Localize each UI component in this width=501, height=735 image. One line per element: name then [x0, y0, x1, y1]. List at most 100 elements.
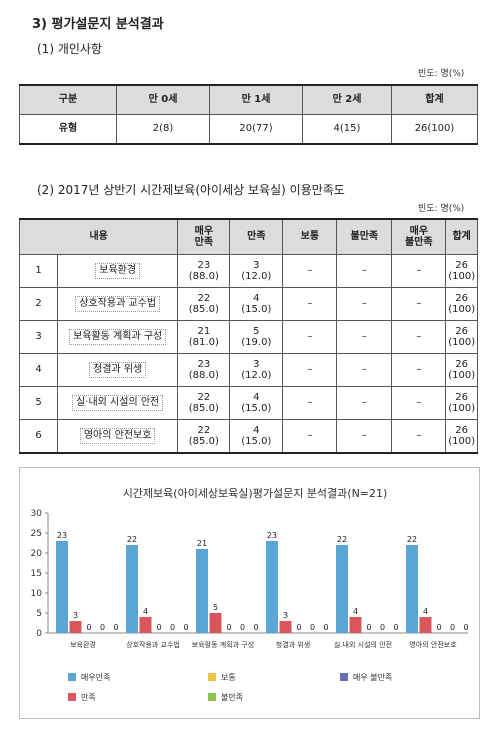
row-item: 보육활동 계획과 구성 — [56, 320, 179, 354]
bar-chart: 시간제보육(아이세상보육실)평가설문지 분석결과(N=21) 0 5 10 15 20 2… — [31, 487, 469, 702]
satisfied-cell: 4 (15.0) — [229, 287, 284, 321]
percent-value: (15.0) — [241, 436, 272, 447]
chart-container: 시간제보육(아이세상보육실)평가설문지 분석결과(N=21) 0 5 10 15 20 2… — [19, 467, 480, 719]
data-label: 0 — [450, 623, 455, 632]
data-label: 23 — [267, 531, 277, 540]
count-value: 4 — [253, 391, 260, 403]
bar — [139, 617, 152, 633]
subsection-title-personal: (1) 개인사항 — [37, 42, 102, 56]
header-cell: 합계 — [445, 218, 478, 255]
count-value: 26 — [455, 259, 469, 271]
table-row: 6 영아의 안전보호 22 (85.0) 4 (15.0) – – –26 (100) — [19, 419, 478, 454]
header-cell: 매우 만족 — [177, 218, 231, 255]
header-cell: 구분 — [19, 84, 117, 115]
dissatisfied-cell: – — [336, 386, 393, 420]
neutral-cell: – — [282, 386, 338, 420]
y-tick-label: 5 — [36, 609, 42, 619]
table-row: 유형 2(8) 20(77) 4(15) 26(100) — [19, 114, 478, 145]
data-label: 4 — [143, 607, 148, 616]
legend-label: 매우 불만족 — [353, 672, 392, 682]
data-label: 23 — [57, 531, 67, 540]
count-value: 26 — [455, 424, 469, 436]
very-dissatisfied-cell: – — [391, 320, 447, 354]
count-value: 23 — [197, 259, 211, 271]
row-number: 2 — [19, 287, 58, 321]
data-label: 5 — [213, 603, 218, 612]
item-label: 보육환경 — [95, 263, 141, 279]
very-satisfied-cell: 23 (88.0) — [177, 353, 231, 387]
count-value: 21 — [197, 325, 211, 337]
total-cell: 26 (100) — [445, 287, 478, 321]
data-label: 0 — [156, 623, 161, 632]
data-label: 0 — [240, 623, 245, 632]
count-value: 22 — [197, 391, 211, 403]
item-label: 영아의 안전보호 — [79, 428, 156, 444]
row-number: 1 — [19, 254, 58, 288]
dissatisfied-cell: – — [336, 353, 393, 387]
row-number: 4 — [19, 353, 58, 387]
row-item: 보육환경 — [56, 254, 179, 288]
neutral-cell: – — [282, 320, 338, 354]
item-label: 청결과 위생 — [89, 362, 147, 378]
bar — [279, 621, 292, 633]
data-label: 0 — [183, 623, 188, 632]
table-row: 4 청결과 위생 23 (88.0) 3 (12.0) – – –26 (100) — [19, 353, 478, 387]
table-header-row: 구분 만 0세 만 1세 만 2세 합계 — [19, 84, 478, 115]
bar — [56, 541, 68, 633]
y-tick-label: 15 — [31, 569, 42, 579]
bar — [126, 545, 138, 633]
legend-swatch — [208, 673, 216, 681]
percent-value: (85.0) — [188, 304, 219, 315]
total-cell: 26 (100) — [445, 320, 478, 354]
percent-value: (15.0) — [241, 304, 272, 315]
count-value: 26 — [455, 391, 469, 403]
legend-swatch — [68, 673, 76, 681]
y-tick-label: 30 — [31, 509, 43, 519]
row-number: 6 — [19, 419, 58, 454]
legend-label: 불만족 — [221, 692, 243, 702]
unit-label-2: 빈도: 명(%) — [418, 204, 465, 214]
count-value: 4 — [253, 292, 260, 304]
dissatisfied-cell: – — [336, 320, 393, 354]
row-item: 청결과 위생 — [56, 353, 179, 387]
y-tick-label: 0 — [36, 629, 42, 639]
table-header-row: 내용 매우 만족 만족 보통 불만족 매우 불만족 합계 — [18, 218, 478, 255]
total-cell: 26 (100) — [445, 419, 478, 454]
header-cell: 불만족 — [336, 218, 393, 255]
very-satisfied-cell: 23 (88.0) — [177, 254, 231, 288]
bar — [69, 621, 82, 633]
row-number: 5 — [19, 386, 58, 420]
row-item: 영아의 안전보호 — [56, 419, 179, 454]
item-label: 상호작용과 교수법 — [75, 296, 161, 312]
row-label: 유형 — [19, 114, 117, 145]
count-value: 4 — [253, 424, 260, 436]
very-satisfied-cell: 22 (85.0) — [177, 419, 231, 454]
data-label: 3 — [283, 611, 288, 620]
table-row: 3 보육활동 계획과 구성 21 (81.0) 5 (19.0) – – –26 (100) — [19, 320, 478, 354]
count-value: 26 — [455, 325, 469, 337]
percent-value: (88.0) — [188, 370, 219, 381]
data-label: 4 — [353, 607, 358, 616]
header-cell: 내용 — [18, 218, 179, 255]
header-cell: 만족 — [229, 218, 284, 255]
total-cell: 26 (100) — [445, 254, 478, 288]
satisfied-cell: 4 (15.0) — [229, 419, 284, 454]
table-cell: 26(100) — [391, 114, 478, 145]
neutral-cell: – — [282, 287, 338, 321]
legend-swatch — [340, 673, 348, 681]
count-value: 26 — [455, 292, 469, 304]
data-label: 22 — [127, 535, 137, 544]
satisfied-cell: 4 (15.0) — [229, 386, 284, 420]
satisfied-cell: 3 (12.0) — [229, 254, 284, 288]
data-label: 0 — [323, 623, 328, 632]
percent-value: (88.0) — [188, 271, 219, 282]
neutral-cell: – — [282, 419, 338, 454]
satisfied-cell: 3 (12.0) — [229, 353, 284, 387]
data-label: 0 — [436, 623, 441, 632]
data-label: 0 — [380, 623, 385, 632]
count-value: 22 — [197, 292, 211, 304]
table-cell: 4(15) — [302, 114, 392, 145]
x-tick-label: 청결과 위생 — [276, 640, 310, 649]
dissatisfied-cell: – — [336, 287, 393, 321]
percent-value: (100) — [448, 271, 476, 282]
